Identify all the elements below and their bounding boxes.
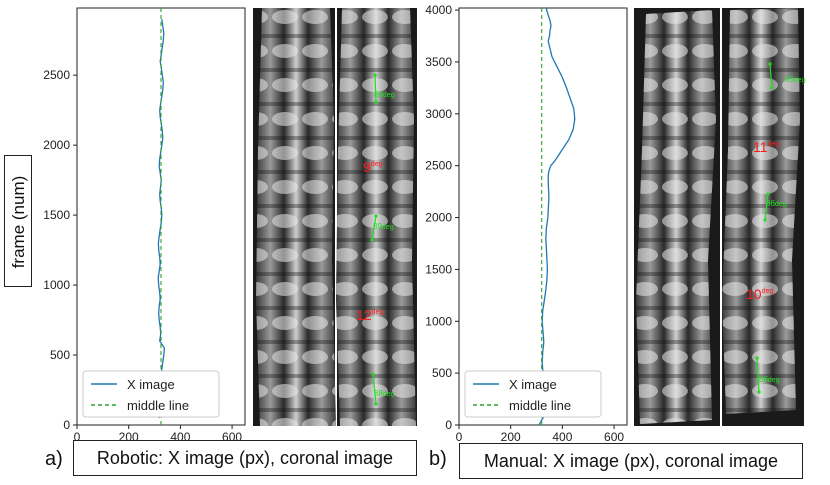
angle-annotation: 11deg [753, 139, 779, 155]
angle-annotation: 86deg [766, 199, 787, 208]
y-tick-label: 2000 [425, 211, 452, 225]
y-tick-label: 3500 [425, 55, 452, 69]
legend-label: middle line [509, 398, 571, 413]
y-tick-label: 500 [50, 348, 70, 362]
y-tick-label: 2500 [43, 68, 70, 82]
y-tick-label: 0 [445, 418, 452, 432]
angle-annotation: 88deg [374, 90, 395, 99]
plot-frame-b [458, 7, 628, 426]
angle-annotation: 12deg [356, 307, 383, 323]
legend-label: X image [127, 377, 175, 392]
plot-b-manual: 0 200 400 600 0 500 1000 1500 2000 2500 3000 3500 40… [425, 3, 628, 444]
coronal-image-b-annotated [722, 8, 804, 426]
x-tick-label: 0 [456, 430, 463, 444]
y-tick-label: 2000 [43, 138, 70, 152]
coronal-image-b-raw [634, 8, 720, 426]
y-tick-label: 0 [63, 418, 70, 432]
angle-annotation: 88deg [374, 389, 395, 398]
y-tick-label: 3000 [425, 107, 452, 121]
x-tick-label: 600 [604, 430, 624, 444]
coronal-image-a-annotated [336, 8, 417, 426]
legend-box [464, 370, 602, 418]
y-tick-label: 500 [432, 366, 452, 380]
legend-label: X image [509, 377, 557, 392]
y-tick-label: 1000 [43, 278, 70, 292]
angle-annotation: 10deg [746, 286, 773, 302]
series-line-x-image [538, 7, 576, 426]
y-tick-label: 1000 [425, 314, 452, 328]
caption-letter-a: a) [45, 448, 63, 470]
angle-annotation: 86deg [759, 375, 780, 384]
y-tick-label: 2500 [425, 159, 452, 173]
caption-letter-b: b) [429, 448, 447, 470]
x-tick-label: 400 [552, 430, 572, 444]
angle-annotation: 9deg [363, 159, 383, 175]
x-tick-label: 0 [74, 430, 81, 444]
y-tick-label: 4000 [425, 3, 452, 17]
angle-annotation: 85deg [785, 75, 806, 84]
angle-annotation: 89deg [373, 222, 394, 231]
y-tick-label: 1500 [425, 262, 452, 276]
x-tick-label: 200 [501, 430, 521, 444]
legend-label: middle line [127, 398, 189, 413]
caption-a: Robotic: X image (px), coronal image [73, 440, 417, 476]
caption-b: Manual: X image (px), coronal image [459, 443, 803, 479]
legend-box [82, 370, 220, 418]
y-tick-label: 1500 [43, 208, 70, 222]
coronal-image-a-raw [253, 8, 336, 426]
y-axis-label-box: frame (num) [4, 155, 32, 287]
